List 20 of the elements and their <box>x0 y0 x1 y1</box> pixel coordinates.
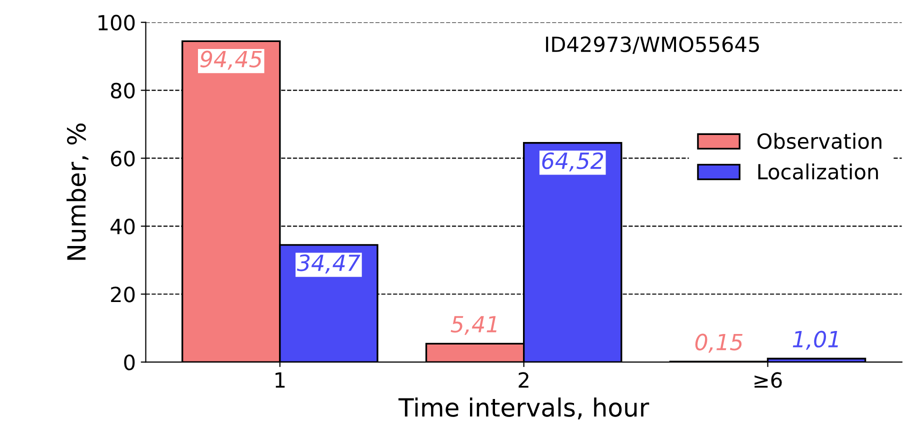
data-label: 64,52 <box>542 152 604 172</box>
y-tick-label: 0 <box>124 354 135 370</box>
y-tick-label: 20 <box>111 286 135 302</box>
legend-label: Localization <box>758 163 878 180</box>
data-label: 0,15 <box>695 334 742 353</box>
data-label: 1,01 <box>792 330 838 350</box>
data-label: 34,47 <box>296 254 360 274</box>
x-tick-label: 2 <box>518 372 528 388</box>
data-label: 94,45 <box>200 50 262 70</box>
annotation: ID42973/WMO55645 <box>546 36 759 54</box>
legend-label: Observation <box>757 132 882 149</box>
y-tick-label: 100 <box>98 14 135 31</box>
x-tick-label: 1 <box>276 372 285 388</box>
y-tick-label: 40 <box>110 218 135 234</box>
y-axis-title: Number, % <box>66 124 88 260</box>
x-tick-label: ≥6 <box>754 372 782 388</box>
data-label: 5,41 <box>450 316 496 335</box>
y-tick-label: 60 <box>110 150 135 166</box>
x-axis-title: Time intervals, hour <box>398 398 650 420</box>
y-tick-label: 80 <box>110 82 135 99</box>
